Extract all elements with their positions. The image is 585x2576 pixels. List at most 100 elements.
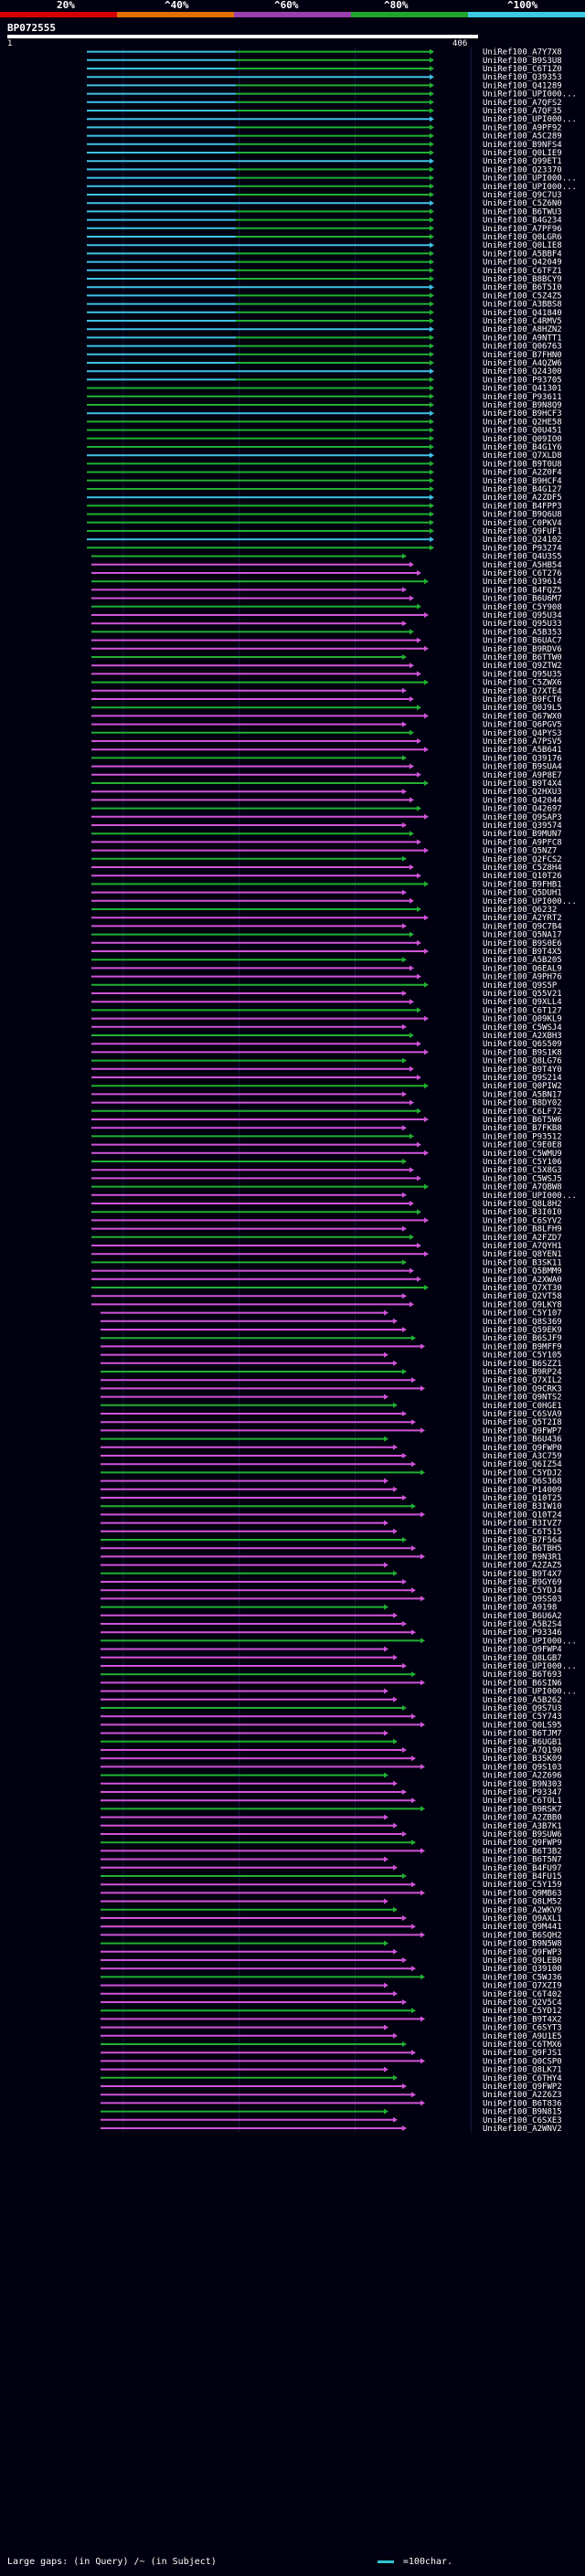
hit-arrow [402, 957, 407, 963]
hit-arrow [430, 494, 434, 501]
hit-arrow [430, 326, 434, 333]
hit-label: UniRef100_Q41301 [483, 385, 562, 394]
hit-arrow [410, 931, 414, 938]
hit-label: UniRef100_B4G127 [483, 485, 562, 494]
hit-label: UniRef100_Q9C7U3 [483, 191, 562, 200]
hit-arrow [410, 696, 414, 702]
hit-arrow [417, 1075, 421, 1080]
hit-label: UniRef100_B6T836 [483, 2099, 562, 2108]
hit-arrow [430, 90, 434, 97]
hit-label: UniRef100_UPI000... [483, 175, 577, 184]
hit-label: UniRef100_Q7XIL2 [483, 1376, 562, 1385]
hit-label: UniRef100_A5C289 [483, 133, 562, 142]
hit-label: UniRef100_B7F564 [483, 1536, 562, 1545]
hit-arrow [402, 1453, 407, 1458]
hit-label: UniRef100_B9SUW6 [483, 1830, 562, 1839]
hit-arrow [430, 519, 434, 525]
hit-label: UniRef100_Q6S368 [483, 1478, 562, 1487]
hit-label: UniRef100_Q0CSP0 [483, 2057, 562, 2066]
hit-label: UniRef100_C5WSJ5 [483, 1174, 562, 1183]
hit-arrow [430, 234, 434, 239]
hit-arrow [393, 1990, 398, 1997]
hit-arrow [430, 166, 434, 173]
hit-arrow [417, 1243, 421, 1248]
hit-label: UniRef100_B7FKB8 [483, 1124, 562, 1133]
hit-arrow [402, 1192, 407, 1198]
hit-arrow [430, 175, 434, 181]
hit-label: UniRef100_Q0LIE8 [483, 241, 562, 250]
hit-arrow [420, 2058, 425, 2064]
hit-label: UniRef100_A2Z0F4 [483, 469, 562, 478]
hit-label: UniRef100_Q6EAL9 [483, 964, 562, 973]
hit-label: UniRef100_A3BBS8 [483, 301, 562, 310]
hit-label: UniRef100_B4G234 [483, 217, 562, 226]
hit-label: UniRef100_Q9LEB0 [483, 1956, 562, 1966]
hit-label: UniRef100_C5Z6N0 [483, 199, 562, 208]
hit-label: UniRef100_B3IVZ7 [483, 1520, 562, 1529]
hit-label: UniRef100_B3SK09 [483, 1754, 562, 1764]
hit-arrow [402, 1259, 407, 1266]
hit-label: UniRef100_Q4U3S5 [483, 553, 562, 562]
hit-arrow [420, 1638, 425, 1644]
hit-arrow [411, 1882, 416, 1888]
hit-arrow [402, 822, 407, 828]
hit-arrow [430, 259, 434, 265]
hit-label: UniRef100_C6THY4 [483, 2074, 562, 2083]
hit-label: UniRef100_UPI000... [483, 183, 577, 192]
hit-label: UniRef100_Q9FUF1 [483, 527, 562, 536]
hit-arrow [420, 2100, 425, 2106]
hit-label: UniRef100_B9HCF3 [483, 409, 562, 419]
hit-arrow [430, 284, 434, 291]
hit-label: UniRef100_B9N8Q9 [483, 401, 562, 410]
hit-label: UniRef100_C6T515 [483, 1528, 562, 1537]
hit-label: UniRef100_B4FU15 [483, 1872, 562, 1882]
hit-label: UniRef100_A9PF92 [483, 123, 562, 133]
hit-arrow [430, 511, 434, 517]
hit-arrow [417, 1007, 421, 1013]
hit-label: UniRef100_Q5NA17 [483, 931, 562, 940]
hit-arrow [384, 1394, 388, 1400]
legend-label-60: ^60% [274, 0, 299, 11]
hit-arrow [393, 1444, 398, 1450]
hit-arrow [402, 1225, 407, 1232]
hit-label: UniRef100_B6UAC7 [483, 637, 562, 646]
hit-arrow [424, 881, 429, 887]
hit-label: UniRef100_B6SIN6 [483, 1679, 562, 1688]
hit-arrow [384, 1352, 388, 1358]
hit-arrow [410, 663, 414, 669]
legend-seg-100 [468, 12, 585, 17]
hit-arrow [430, 57, 434, 63]
hit-label: UniRef100_A5HB54 [483, 561, 562, 570]
hit-label: UniRef100_A5B641 [483, 746, 562, 755]
hit-arrow [417, 805, 421, 811]
hit-arrow [430, 419, 434, 425]
hit-arrow [424, 1015, 429, 1022]
hit-label: UniRef100_Q9ZTW2 [483, 662, 562, 671]
hit-arrow [402, 1915, 407, 1921]
hit-arrow [430, 150, 434, 155]
hit-label: UniRef100_B9N815 [483, 2108, 562, 2117]
hit-arrow [430, 250, 434, 257]
hit-label: UniRef100_B9T4X2 [483, 2015, 562, 2024]
hit-label: UniRef100_A7QBW8 [483, 1183, 562, 1193]
hit-arrow [420, 1553, 425, 1560]
hit-label: UniRef100_B6T5N7 [483, 1856, 562, 1865]
hit-arrow [430, 200, 434, 207]
hit-label: UniRef100_A2FZD7 [483, 1234, 562, 1243]
hit-arrow [420, 1848, 425, 1854]
hit-label: UniRef100_B6SQH2 [483, 1931, 562, 1940]
hit-label: UniRef100_Q10T24 [483, 1511, 562, 1520]
hit-arrow [402, 1537, 407, 1542]
hit-arrow [417, 603, 421, 610]
hit-label: UniRef100_Q8L8H2 [483, 1200, 562, 1209]
hit-label: UniRef100_A7PSV5 [483, 737, 562, 747]
hit-label: UniRef100_A2YRT2 [483, 914, 562, 923]
hit-label: UniRef100_A2XWA0 [483, 1276, 562, 1285]
hit-label: UniRef100_B6TTW0 [483, 653, 562, 663]
scale-line [377, 2560, 394, 2563]
hit-arrow [402, 1023, 407, 1030]
hit-label: UniRef100_Q9SS03 [483, 1595, 562, 1604]
hit-arrow [424, 1117, 429, 1122]
hit-arrow [424, 813, 429, 820]
